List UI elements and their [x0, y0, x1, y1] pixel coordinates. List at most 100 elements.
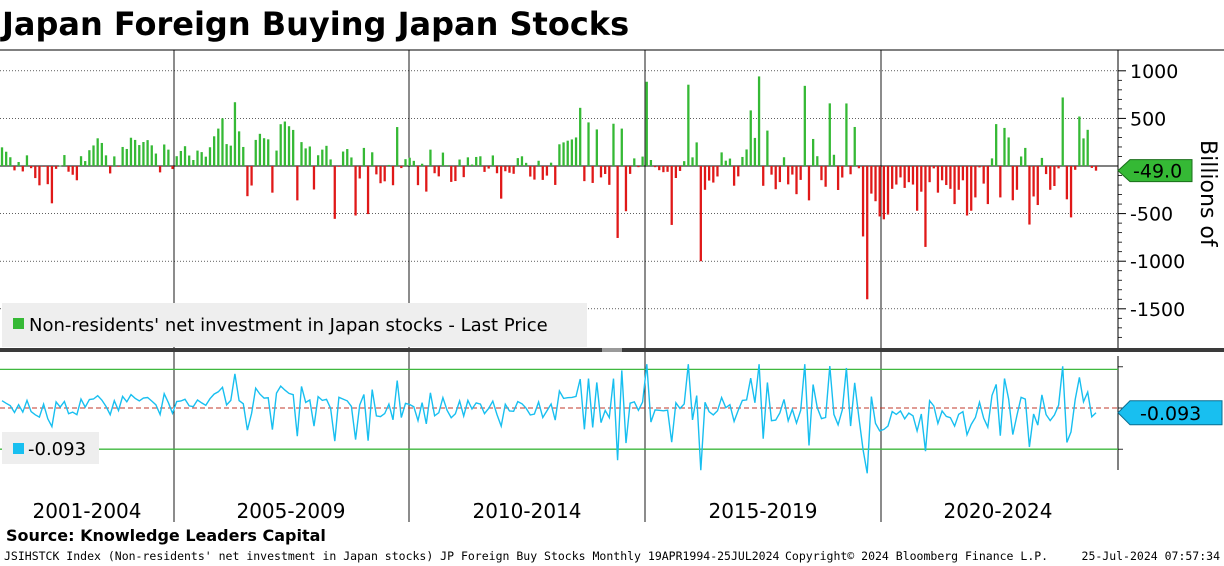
- bar: [275, 150, 278, 166]
- bar: [1011, 166, 1014, 201]
- bar: [142, 142, 145, 166]
- bar: [712, 166, 715, 183]
- bar: [109, 166, 112, 174]
- bar: [179, 150, 183, 166]
- y-tick-label: 1000: [1130, 61, 1178, 83]
- bar: [225, 144, 228, 166]
- chart-title: Japan Foreign Buying Japan Stocks: [2, 5, 630, 43]
- bar: [574, 137, 578, 166]
- line-series: [1, 364, 1097, 474]
- last-value-marker: [1117, 159, 1193, 183]
- footer-timestamp: 25-Jul-2024 07:57:34: [1081, 549, 1220, 563]
- bar: [1007, 137, 1010, 166]
- bar: [316, 155, 320, 166]
- bar: [504, 166, 507, 172]
- bottom-last-value-marker: [1117, 400, 1223, 426]
- bar: [175, 156, 178, 166]
- bar: [791, 166, 794, 175]
- bar: [42, 166, 45, 167]
- bar: [520, 156, 524, 166]
- bar: [645, 81, 648, 166]
- bar: [63, 155, 66, 166]
- bar: [849, 166, 852, 175]
- bar: [1015, 166, 1019, 190]
- bar: [366, 166, 370, 215]
- footer-series-info: JSIHSTCK Index (Non-residents' net inves…: [4, 549, 780, 563]
- bar: [612, 123, 615, 166]
- bar: [458, 159, 461, 166]
- bar: [1082, 138, 1085, 166]
- bar: [1024, 147, 1027, 166]
- bar: [1003, 127, 1006, 166]
- bar: [1019, 156, 1023, 166]
- bar: [549, 162, 553, 166]
- bar: [741, 156, 744, 166]
- bar: [957, 166, 960, 190]
- bar: [878, 166, 881, 217]
- bar: [915, 166, 919, 211]
- bar: [1032, 166, 1035, 197]
- bar: [387, 164, 390, 166]
- bar: [1044, 166, 1048, 175]
- bar: [491, 155, 494, 166]
- bar: [92, 145, 95, 166]
- bar: [949, 166, 952, 189]
- bar: [570, 139, 574, 166]
- bar: [1078, 116, 1081, 166]
- bar: [845, 103, 848, 166]
- bar: [71, 166, 74, 175]
- bar: [624, 166, 628, 212]
- bar: [766, 130, 769, 166]
- bar: [150, 145, 153, 166]
- bar: [537, 160, 540, 166]
- bar: [217, 128, 220, 166]
- bar: [737, 166, 740, 177]
- bar: [870, 166, 873, 194]
- bar: [637, 166, 640, 168]
- bar: [529, 166, 532, 177]
- bar: [899, 166, 902, 178]
- bar: [188, 155, 191, 166]
- bar: [495, 166, 499, 174]
- top-panel-grid: [0, 49, 1224, 522]
- bar: [616, 166, 619, 238]
- bar: [337, 166, 341, 167]
- bar: [545, 166, 549, 176]
- bar: [762, 166, 765, 186]
- bar: [795, 166, 798, 195]
- y-tick-label: -1500: [1130, 299, 1185, 321]
- bar: [479, 156, 482, 166]
- bar: [454, 166, 457, 182]
- bar: [292, 129, 295, 166]
- bar: [662, 166, 665, 173]
- bar: [213, 136, 216, 166]
- period-axis: 2001-2004 2005-2009 2010-2014 2015-2019 2020…: [32, 499, 1052, 523]
- bar: [787, 166, 790, 185]
- bar: [325, 145, 328, 166]
- bar: [113, 156, 116, 166]
- bar: [475, 156, 478, 166]
- bar: [258, 133, 262, 166]
- bar: [554, 166, 557, 185]
- y-tick-label: -1000: [1130, 251, 1185, 273]
- bar: [204, 156, 207, 166]
- bar: [420, 163, 424, 166]
- bottom-legend-label: -0.093: [28, 439, 86, 460]
- bar: [666, 166, 669, 172]
- bar: [500, 166, 503, 199]
- bar: [296, 166, 299, 201]
- bar: [591, 166, 594, 183]
- bar: [841, 166, 844, 178]
- bar: [96, 138, 99, 166]
- source-label: Source: Knowledge Leaders Capital: [6, 526, 326, 545]
- bar: [441, 152, 445, 166]
- bar: [641, 156, 644, 166]
- bar: [562, 142, 565, 166]
- bar: [620, 128, 623, 166]
- bar: [1040, 157, 1044, 166]
- bottom-panel: -0.093 -0.093: [0, 356, 1223, 474]
- bar: [300, 142, 303, 166]
- bar: [254, 139, 257, 166]
- panel-divider: [0, 348, 1224, 352]
